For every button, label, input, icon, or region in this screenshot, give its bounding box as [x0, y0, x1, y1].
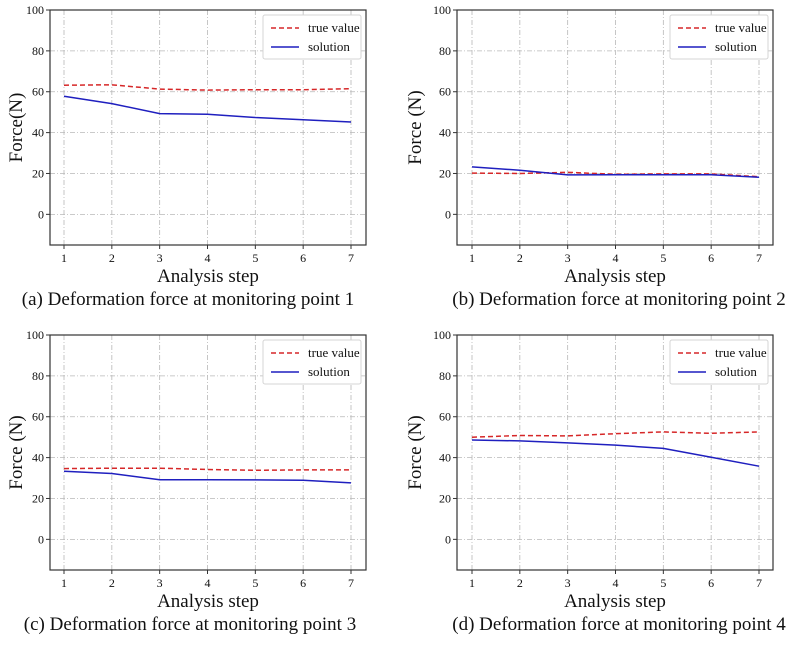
- x-tick-label: 4: [613, 251, 619, 265]
- y-axis-label: Force (N): [405, 90, 426, 164]
- chart-panel-b: 0 20 40 60 80 100 1 2 3 4 5 6 7 true value solution Ana…: [394, 0, 788, 320]
- legend: true value solution: [669, 14, 769, 60]
- y-tick-label: 0: [445, 207, 451, 221]
- chart-b: 0 20 40 60 80 100 1 2 3 4 5 6 7 true value solution Ana…: [405, 3, 786, 310]
- x-tick-label: 1: [61, 251, 67, 265]
- y-tick-label: 60: [439, 85, 451, 99]
- chart-panel-a: 0 20 40 60 80 100 1 2 3 4 5 6 7 true value solution Ana…: [0, 0, 394, 320]
- chart-c: 0 20 40 60 80 100 1 2 3 4 5 6 7 true value solution Ana…: [6, 328, 367, 635]
- legend-label: solution: [308, 364, 350, 379]
- y-tick-label: 0: [445, 532, 451, 546]
- axes-frame: [456, 334, 774, 571]
- x-axis-label: Analysis step: [564, 266, 666, 287]
- y-tick-label: 20: [439, 166, 451, 180]
- x-tick-label: 4: [205, 251, 211, 265]
- series-solution-line: [63, 95, 352, 123]
- y-tick-label: 80: [439, 44, 451, 58]
- y-tick-label: 100: [26, 3, 44, 17]
- y-tick-label: 40: [32, 126, 44, 140]
- chart-panel-c: 0 20 40 60 80 100 1 2 3 4 5 6 7 true value solution Ana…: [0, 320, 394, 641]
- x-tick-label: 6: [708, 251, 714, 265]
- y-tick-label: 80: [32, 369, 44, 383]
- y-tick-label: 60: [32, 410, 44, 424]
- y-tick-label: 80: [32, 44, 44, 58]
- x-tick-label: 5: [252, 251, 258, 265]
- y-tick-label: 20: [439, 491, 451, 505]
- legend-label: true value: [308, 345, 360, 360]
- x-axis-label: Analysis step: [157, 266, 259, 287]
- y-tick-label: 100: [26, 328, 44, 342]
- x-tick-label: 3: [157, 251, 163, 265]
- y-axis-label: Force (N): [405, 415, 426, 489]
- x-tick-label: 7: [756, 576, 762, 590]
- y-tick-label: 60: [32, 85, 44, 99]
- gridlines: [50, 10, 366, 245]
- y-tick-label: 60: [439, 410, 451, 424]
- x-tick-label: 3: [157, 576, 163, 590]
- x-tick-label: 5: [252, 576, 258, 590]
- legend-label: solution: [715, 39, 757, 54]
- legend-label: true value: [715, 345, 767, 360]
- legend: true value solution: [262, 14, 362, 60]
- x-tick-label: 4: [613, 576, 619, 590]
- axes-frame: [49, 9, 367, 246]
- x-tick-label: 7: [756, 251, 762, 265]
- gridlines: [457, 335, 773, 570]
- chart-caption: (d) Deformation force at monitoring poin…: [452, 614, 786, 635]
- x-tick-label: 5: [660, 576, 666, 590]
- legend-label: true value: [715, 20, 767, 35]
- x-tick-label: 4: [205, 576, 211, 590]
- y-axis-label: Force (N): [6, 415, 27, 489]
- legend-box: [669, 14, 769, 60]
- x-tick-label: 5: [660, 251, 666, 265]
- legend-box: [262, 14, 362, 60]
- x-tick-label: 2: [109, 576, 115, 590]
- x-axis-label: Analysis step: [564, 591, 666, 612]
- y-tick-label: 0: [38, 532, 44, 546]
- legend-box: [669, 339, 769, 385]
- axes-frame: [49, 334, 367, 571]
- chart-caption: (a) Deformation force at monitoring poin…: [22, 289, 354, 310]
- series-solution-line: [471, 166, 760, 178]
- x-tick-label: 6: [708, 576, 714, 590]
- y-tick-label: 100: [433, 328, 451, 342]
- y-tick-label: 40: [439, 126, 451, 140]
- legend: true value solution: [669, 339, 769, 385]
- x-tick-label: 6: [300, 251, 306, 265]
- y-tick-label: 100: [433, 3, 451, 17]
- x-tick-label: 7: [348, 251, 354, 265]
- x-tick-label: 3: [565, 251, 571, 265]
- series-solution-line: [63, 470, 352, 484]
- x-tick-label: 6: [300, 576, 306, 590]
- chart-caption: (b) Deformation force at monitoring poin…: [452, 289, 785, 310]
- y-tick-label: 80: [439, 369, 451, 383]
- legend: true value solution: [262, 339, 362, 385]
- gridlines: [457, 10, 773, 245]
- legend-label: solution: [715, 364, 757, 379]
- y-tick-label: 20: [32, 491, 44, 505]
- x-tick-label: 3: [565, 576, 571, 590]
- legend-label: solution: [308, 39, 350, 54]
- x-tick-label: 2: [517, 576, 523, 590]
- y-tick-label: 40: [439, 451, 451, 465]
- x-tick-label: 7: [348, 576, 354, 590]
- x-tick-label: 2: [517, 251, 523, 265]
- x-tick-label: 2: [109, 251, 115, 265]
- x-tick-label: 1: [469, 576, 475, 590]
- legend-label: true value: [308, 20, 360, 35]
- y-tick-label: 0: [38, 207, 44, 221]
- series-solution-line: [471, 439, 760, 467]
- x-tick-label: 1: [469, 251, 475, 265]
- chart-caption: (c) Deformation force at monitoring poin…: [24, 614, 356, 635]
- x-tick-label: 1: [61, 576, 67, 590]
- x-axis-label: Analysis step: [157, 591, 259, 612]
- chart-d: 0 20 40 60 80 100 1 2 3 4 5 6 7 true value solution Ana…: [405, 328, 786, 635]
- legend-box: [262, 339, 362, 385]
- y-tick-label: 20: [32, 166, 44, 180]
- axes-frame: [456, 9, 774, 246]
- chart-panel-d: 0 20 40 60 80 100 1 2 3 4 5 6 7 true value solution Ana…: [394, 320, 788, 641]
- y-tick-label: 40: [32, 451, 44, 465]
- y-axis-label: Force(N): [6, 93, 27, 163]
- chart-a: 0 20 40 60 80 100 1 2 3 4 5 6 7 true value solution Ana…: [6, 3, 367, 310]
